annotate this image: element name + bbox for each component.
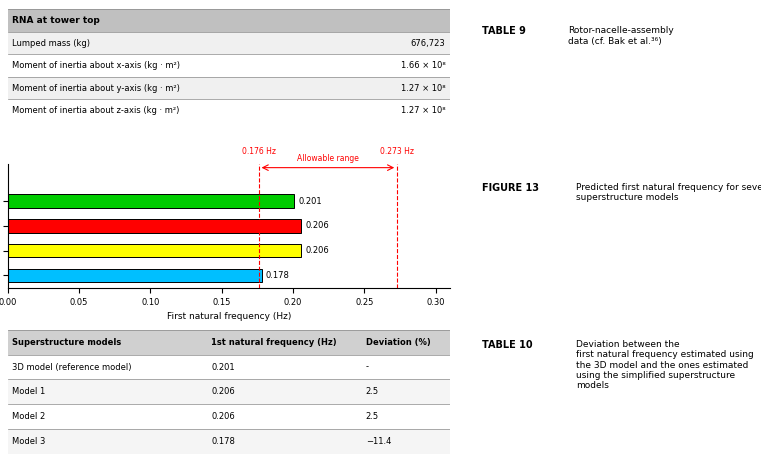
Text: RNA at tower top: RNA at tower top: [12, 16, 100, 25]
FancyBboxPatch shape: [8, 77, 450, 100]
FancyBboxPatch shape: [8, 100, 450, 122]
FancyBboxPatch shape: [8, 54, 450, 77]
Text: Rotor-nacelle-assembly
data (cf. Bak et al.³⁶): Rotor-nacelle-assembly data (cf. Bak et …: [568, 26, 673, 45]
Text: 1.66 × 10⁸: 1.66 × 10⁸: [401, 61, 445, 70]
Text: Predicted first natural frequency for several
superstructure models: Predicted first natural frequency for se…: [577, 182, 761, 202]
Text: Model 1: Model 1: [12, 387, 46, 396]
Text: Lumped mass (kg): Lumped mass (kg): [12, 38, 90, 48]
Text: Moment of inertia about y-axis (kg · m²): Moment of inertia about y-axis (kg · m²): [12, 84, 180, 93]
Text: 3D model (reference model): 3D model (reference model): [12, 363, 132, 371]
Text: 2.5: 2.5: [366, 412, 379, 421]
Bar: [8, 269, 262, 282]
Text: Model 3: Model 3: [12, 437, 46, 446]
Text: 676,723: 676,723: [411, 38, 445, 48]
Text: 0.176 Hz: 0.176 Hz: [242, 148, 275, 156]
Bar: [8, 194, 295, 208]
Bar: [8, 244, 301, 257]
Text: 0.206: 0.206: [306, 221, 330, 231]
Text: TABLE 10: TABLE 10: [482, 340, 533, 350]
Text: Deviation between the
first natural frequency estimated using
the 3D model and t: Deviation between the first natural freq…: [577, 340, 754, 390]
Text: 0.206: 0.206: [211, 412, 235, 421]
Text: Moment of inertia about x-axis (kg · m²): Moment of inertia about x-axis (kg · m²): [12, 61, 180, 70]
FancyBboxPatch shape: [8, 32, 450, 54]
FancyBboxPatch shape: [8, 9, 450, 32]
FancyBboxPatch shape: [8, 355, 450, 379]
Bar: [8, 219, 301, 233]
Text: 1.27 × 10⁸: 1.27 × 10⁸: [401, 84, 445, 93]
Text: 0.201: 0.201: [211, 363, 234, 371]
Text: −11.4: −11.4: [366, 437, 391, 446]
FancyBboxPatch shape: [8, 330, 450, 355]
Text: Model 2: Model 2: [12, 412, 46, 421]
Text: 0.206: 0.206: [306, 246, 330, 255]
Text: Allowable range: Allowable range: [297, 154, 359, 163]
Text: Moment of inertia about z-axis (kg · m²): Moment of inertia about z-axis (kg · m²): [12, 106, 180, 115]
Text: 0.178: 0.178: [211, 437, 235, 446]
Text: 0.178: 0.178: [266, 271, 290, 280]
Text: 0.273 Hz: 0.273 Hz: [380, 148, 414, 156]
Text: TABLE 9: TABLE 9: [482, 26, 526, 36]
Text: 0.201: 0.201: [298, 197, 322, 206]
FancyBboxPatch shape: [8, 379, 450, 404]
Text: 1.27 × 10⁸: 1.27 × 10⁸: [401, 106, 445, 115]
FancyBboxPatch shape: [8, 404, 450, 429]
Text: 1st natural frequency (Hz): 1st natural frequency (Hz): [211, 338, 336, 347]
Text: 0.206: 0.206: [211, 387, 235, 396]
Text: Deviation (%): Deviation (%): [366, 338, 431, 347]
X-axis label: First natural frequency (Hz): First natural frequency (Hz): [167, 312, 291, 321]
FancyBboxPatch shape: [8, 429, 450, 454]
Text: -: -: [366, 363, 369, 371]
Text: Superstructure models: Superstructure models: [12, 338, 121, 347]
Text: 2.5: 2.5: [366, 387, 379, 396]
Text: FIGURE 13: FIGURE 13: [482, 182, 540, 193]
